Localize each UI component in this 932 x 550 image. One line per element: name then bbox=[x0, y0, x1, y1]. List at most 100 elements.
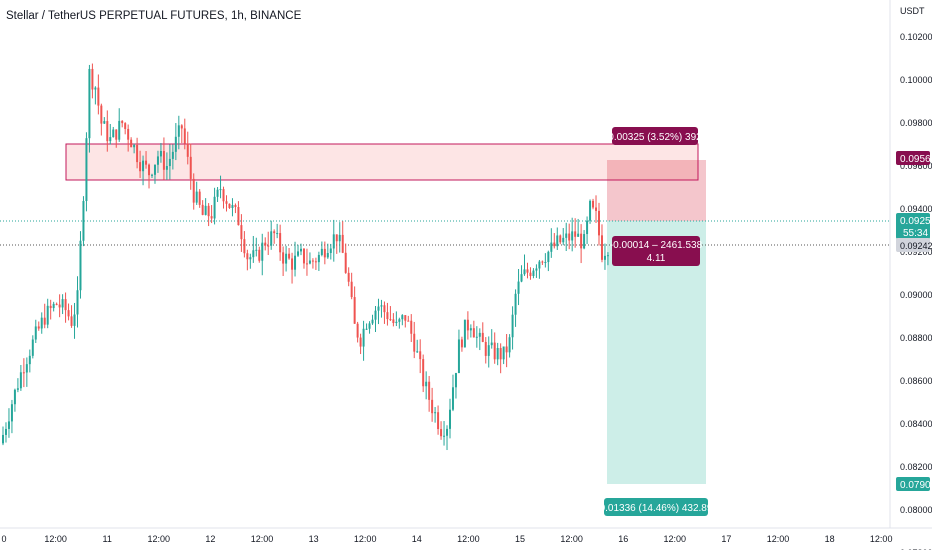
time-tick-label: 12:00 bbox=[354, 534, 377, 544]
candle-body bbox=[493, 342, 496, 360]
candle-body bbox=[174, 136, 177, 152]
candle-body bbox=[335, 234, 338, 242]
target-label-box[interactable] bbox=[604, 498, 708, 516]
candle-body bbox=[416, 351, 419, 353]
candle-body bbox=[279, 233, 282, 253]
candle-body bbox=[16, 388, 19, 390]
candle-body bbox=[478, 332, 481, 337]
candle-body bbox=[133, 144, 136, 148]
candle-body bbox=[261, 242, 264, 261]
candle-body bbox=[103, 121, 106, 124]
candle-body bbox=[228, 203, 231, 208]
time-tick-label: 12 bbox=[205, 534, 215, 544]
candle-body bbox=[341, 234, 344, 253]
candle-body bbox=[487, 345, 490, 356]
stop-loss-badge bbox=[896, 151, 930, 165]
candle-body bbox=[171, 151, 174, 159]
candle-body bbox=[10, 404, 13, 422]
open-pnl-label-line2: 4.11 bbox=[647, 253, 666, 264]
candles-layer bbox=[2, 63, 609, 451]
position-stop-zone[interactable] bbox=[607, 160, 706, 221]
candle-body bbox=[297, 251, 300, 256]
candle-body bbox=[422, 359, 425, 387]
stop-label-box[interactable] bbox=[612, 127, 698, 145]
candle-body bbox=[374, 310, 377, 320]
candle-body bbox=[603, 255, 606, 260]
candle-body bbox=[31, 339, 34, 356]
candle-body bbox=[145, 160, 148, 165]
current-price-badge-text: 0.09256 bbox=[900, 216, 932, 227]
candle-body bbox=[216, 189, 219, 197]
candle-body bbox=[136, 144, 139, 163]
candle-body bbox=[58, 304, 61, 308]
candle-body bbox=[428, 381, 431, 400]
candle-body bbox=[195, 191, 198, 203]
candle-body bbox=[246, 253, 249, 260]
candle-body bbox=[130, 139, 133, 148]
candle-body bbox=[595, 207, 598, 211]
price-tick-label: 0.08000 bbox=[900, 505, 932, 515]
price-tick-label: 0.10000 bbox=[900, 75, 932, 85]
candle-body bbox=[589, 200, 592, 221]
price-tick-label: 0.09600 bbox=[900, 161, 932, 171]
candle-body bbox=[451, 387, 454, 410]
time-tick-label: 13 bbox=[309, 534, 319, 544]
candle-body bbox=[568, 233, 571, 241]
candle-body bbox=[291, 258, 294, 270]
candle-body bbox=[37, 326, 40, 329]
candle-body bbox=[440, 429, 443, 437]
open-pnl-label-box[interactable] bbox=[612, 236, 700, 266]
bar-countdown-text: 55:34 bbox=[903, 228, 928, 239]
time-tick-label: 12:00 bbox=[664, 534, 687, 544]
candle-body bbox=[463, 319, 466, 348]
candle-body bbox=[547, 251, 550, 262]
candle-body bbox=[323, 248, 326, 258]
time-tick-label: 12:00 bbox=[251, 534, 274, 544]
candle-body bbox=[404, 315, 407, 321]
candle-body bbox=[514, 293, 517, 315]
candle-body bbox=[350, 281, 353, 298]
entry-price-badge bbox=[896, 238, 930, 252]
candle-body bbox=[508, 337, 511, 353]
candle-body bbox=[556, 235, 559, 247]
candle-body bbox=[437, 412, 440, 430]
candle-body bbox=[484, 341, 487, 356]
candle-body bbox=[380, 305, 383, 307]
candle-body bbox=[392, 319, 395, 324]
candle-body bbox=[431, 399, 434, 414]
candle-body bbox=[359, 337, 362, 347]
candle-body bbox=[7, 421, 10, 429]
time-tick-label: 15 bbox=[515, 534, 525, 544]
candle-body bbox=[475, 336, 478, 338]
time-tick-label: 17 bbox=[721, 534, 731, 544]
chart-title: Stellar / TetherUS PERPETUAL FUTURES, 1h… bbox=[6, 10, 302, 22]
time-tick-label: 12:00 bbox=[148, 534, 171, 544]
time-tick-label: 12:00 bbox=[44, 534, 67, 544]
candle-body bbox=[592, 200, 595, 208]
candle-body bbox=[213, 196, 216, 219]
candle-body bbox=[240, 225, 243, 240]
price-tick-label: 0.10200 bbox=[900, 32, 932, 42]
candle-body bbox=[142, 160, 145, 172]
candle-body bbox=[365, 328, 368, 330]
time-tick-label: 11 bbox=[103, 534, 112, 544]
candle-body bbox=[344, 252, 347, 273]
candle-body bbox=[219, 189, 222, 191]
candle-body bbox=[410, 320, 413, 334]
time-tick-label: 18 bbox=[825, 534, 835, 544]
resistance-rectangle[interactable] bbox=[65, 143, 699, 181]
candle-body bbox=[550, 242, 553, 252]
candle-body bbox=[446, 428, 449, 436]
candle-body bbox=[472, 328, 475, 338]
candle-body bbox=[88, 68, 91, 139]
candle-body bbox=[34, 326, 37, 340]
time-tick-label: 12:00 bbox=[767, 534, 790, 544]
time-tick-label: 14 bbox=[412, 534, 422, 544]
time-axis[interactable]: 0 12:00 11 12:00 12 12:00 13 12:00 14 12:00 15 12:0… bbox=[1, 534, 892, 544]
candle-body bbox=[76, 290, 79, 315]
price-tick-label: 0.09400 bbox=[900, 204, 932, 214]
candle-body bbox=[419, 351, 422, 360]
candle-body bbox=[165, 166, 168, 170]
